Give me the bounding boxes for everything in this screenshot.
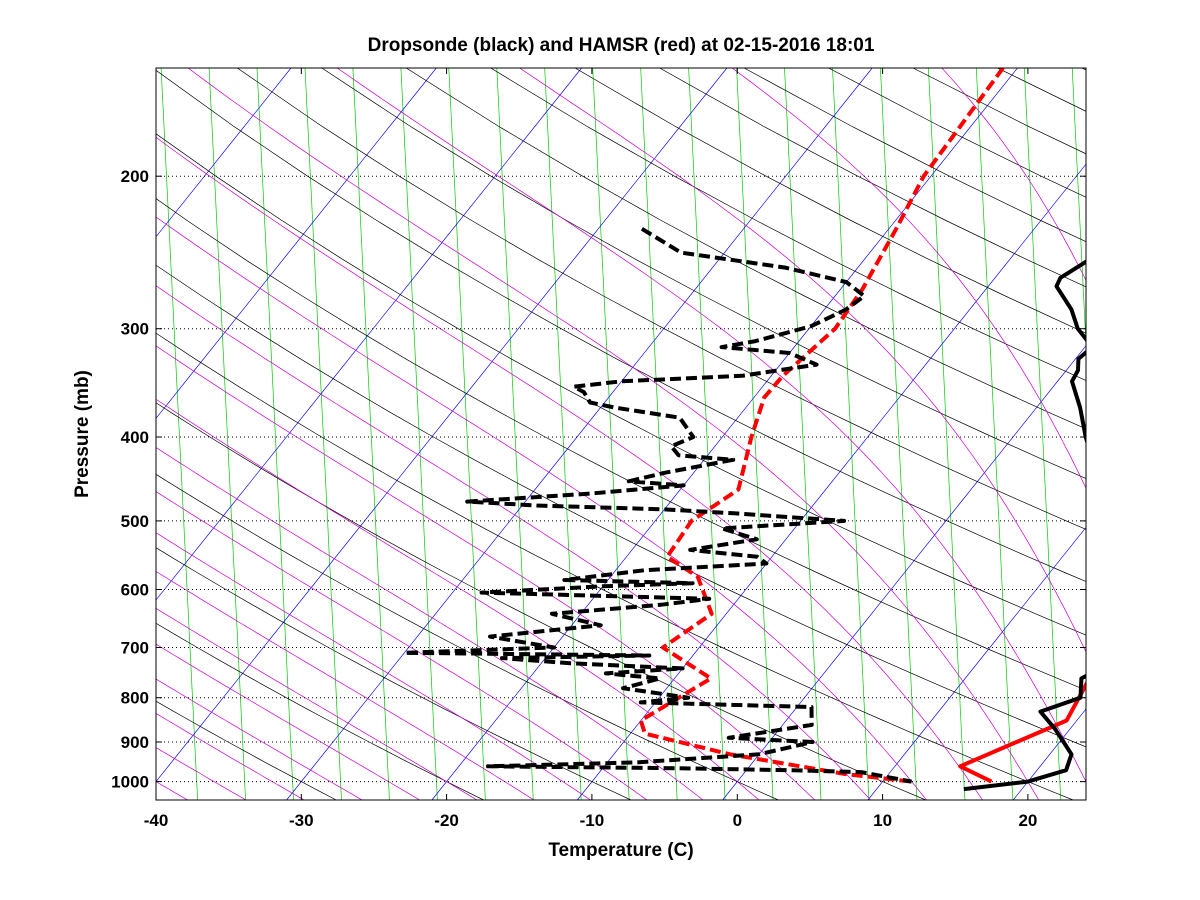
moist-adiabat-line	[519, 68, 1086, 653]
moist-adiabat-line	[156, 678, 363, 800]
x-axis: -40 -30 -20 -10 0 10 20	[144, 68, 1037, 830]
y-tick-label: 900	[121, 733, 149, 752]
dry-adiabat-line	[490, 68, 1086, 381]
mixing-ratio-line	[448, 68, 486, 800]
isotherm-line	[286, 68, 873, 800]
isotherm-line	[156, 68, 437, 419]
mixing-ratio-line	[352, 68, 390, 800]
series-line-hamsr-temperature	[958, 680, 1086, 784]
dry-adiabat-line	[321, 68, 1086, 479]
x-tick-label: -30	[289, 811, 314, 830]
x-tick-label: -10	[580, 811, 605, 830]
moist-adiabat-line	[731, 68, 1086, 490]
y-axis-label: Pressure (mb)	[72, 370, 93, 498]
mixing-ratio-line	[975, 68, 1014, 800]
x-tick-label: 20	[1018, 811, 1037, 830]
mixing-ratio-line	[400, 68, 438, 800]
y-tick-label: 700	[121, 639, 149, 658]
dry-adiabat-line	[156, 133, 1086, 636]
dry-adiabat-line	[156, 198, 1086, 691]
series-line-hamsr-dewpoint	[638, 68, 1005, 784]
dry-adiabat-line	[156, 473, 779, 800]
mixing-ratio-line	[640, 68, 678, 800]
plot-frame	[155, 67, 1087, 801]
x-tick-label: -40	[144, 811, 169, 830]
dry-adiabat-line	[156, 622, 484, 800]
chart-title: Dropsonde (black) and HAMSR (red) at 02-…	[368, 35, 875, 56]
y-tick-label: 300	[121, 320, 149, 339]
isotherm-line	[156, 68, 728, 783]
mixing-ratio-line	[1023, 68, 1062, 800]
y-tick-label: 800	[121, 689, 149, 708]
dry-adiabat-line	[156, 69, 1086, 582]
y-tick-label: 500	[121, 512, 149, 531]
y-tick-label: 600	[121, 581, 149, 600]
mixing-ratio-line	[208, 68, 246, 800]
moist-adiabat-line	[156, 216, 927, 800]
x-axis-label: Temperature (C)	[548, 840, 693, 861]
dry-adiabat-line	[156, 547, 632, 800]
moist-adiabat-line	[156, 398, 760, 800]
x-tick-label: 10	[873, 811, 892, 830]
mixing-ratio-line	[304, 68, 342, 800]
isotherm-line	[156, 68, 292, 238]
mixing-ratio-line	[256, 68, 294, 800]
pressure-grid	[156, 175, 1086, 783]
series-line-dropsonde-temperature	[963, 259, 1086, 792]
mixing-ratio-line	[832, 68, 870, 800]
mixing-ratio-line	[592, 68, 630, 800]
isotherm-line	[577, 163, 1086, 800]
series-layer	[402, 68, 1086, 792]
y-tick-label: 400	[121, 428, 149, 447]
series-line-dropsonde-dewpoint	[402, 227, 912, 784]
mixing-ratio-line	[160, 68, 198, 800]
x-tick-label: -20	[434, 811, 459, 830]
moist-adiabat-line	[187, 68, 1040, 800]
isotherm-line	[156, 68, 582, 601]
y-tick-label: 200	[121, 167, 149, 186]
mixing-ratio-line	[928, 68, 966, 800]
isotherm-line	[722, 345, 1086, 800]
moist-adiabat-line	[156, 491, 648, 800]
y-axis: 200 300 400 500 600 700 800 900 1000	[111, 167, 1086, 792]
dry-adiabat-line	[406, 68, 1086, 430]
dry-adiabat-line	[156, 332, 1074, 800]
mixing-ratio-line	[688, 68, 726, 800]
x-tick-label: 0	[733, 811, 742, 830]
isotherm-line	[867, 526, 1086, 800]
mixing-ratio-line	[736, 68, 774, 800]
y-tick-label: 1000	[111, 773, 149, 792]
